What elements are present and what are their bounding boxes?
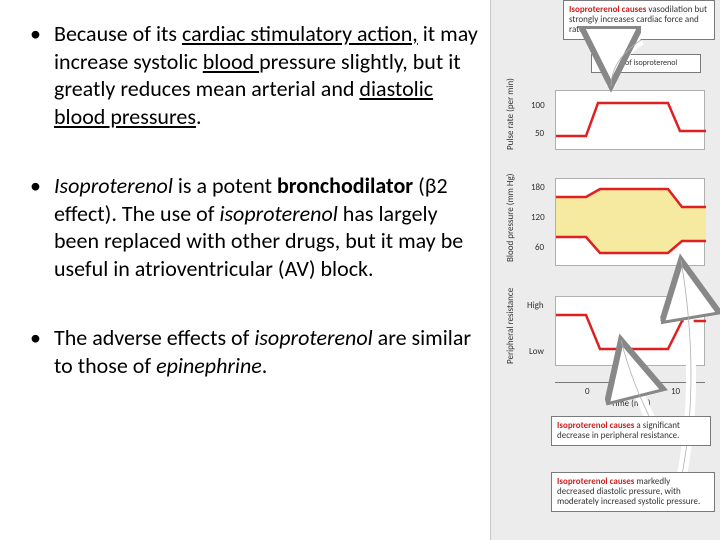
pulse-axis-label: Pulse rate (per min): [505, 78, 516, 150]
t: The adverse effects of: [54, 324, 254, 351]
bullet-3: • The adverse effects of isoproterenol a…: [30, 324, 480, 379]
pulse-chart: [555, 90, 705, 150]
time-axis-line: [555, 382, 705, 383]
t: epinephrine: [156, 352, 262, 379]
resist-svg: [556, 297, 706, 367]
pulse-line: [556, 103, 706, 136]
bullet-dot: •: [30, 172, 54, 282]
time-tick-1: 10: [671, 386, 680, 397]
caption-mid: Isoproterenol causes a significant decre…: [551, 416, 711, 446]
resist-axis-label: Peripheral resistance: [505, 288, 516, 364]
bp-tick-1: 120: [531, 212, 545, 223]
caption-top: Isoproterenol causes vasodilation but st…: [563, 0, 715, 40]
caption-bottom: Isoproterenol causes markedly decreased …: [551, 472, 715, 512]
t: cardiac stimulatory action,: [182, 20, 418, 47]
time-label: Time (min): [611, 398, 651, 409]
infusion-label: Infusion of isoproterenol: [597, 58, 677, 68]
bullet-dot: •: [30, 324, 54, 379]
resist-tick-0: High: [527, 300, 544, 311]
pulse-svg: [556, 91, 706, 151]
t: isoproterenol: [254, 324, 372, 351]
t: .: [196, 103, 202, 130]
t: blood: [203, 48, 259, 75]
infusion-label-box: Infusion of isoproterenol: [591, 54, 701, 73]
resist-line: [556, 315, 706, 349]
pulse-tick-1: 50: [535, 128, 544, 139]
bullet-2: • Isoproterenol is a potent bronchodilat…: [30, 172, 480, 282]
bullet-dot: •: [30, 20, 54, 130]
resist-chart: [555, 296, 705, 366]
resist-tick-1: Low: [529, 346, 544, 357]
t: Because of its: [54, 20, 182, 47]
bp-band: [556, 189, 706, 253]
t: bronchodilator: [277, 172, 413, 199]
arrows-svg: [491, 0, 720, 540]
time-tick-0: 0: [585, 386, 590, 397]
bullet-1-text: Because of its cardiac stimulatory actio…: [54, 20, 480, 130]
bullet-3-text: The adverse effects of isoproterenol are…: [54, 324, 480, 379]
figure-column: Isoproterenol causes vasodilation but st…: [490, 0, 720, 540]
bp-tick-2: 60: [535, 242, 544, 253]
t: Isoproterenol: [54, 172, 173, 199]
bullet-2-text: Isoproterenol is a potent bronchodilator…: [54, 172, 480, 282]
t: is a potent: [173, 172, 277, 199]
bp-chart: [555, 178, 705, 266]
bp-axis-label: Blood pressure (mm Hg): [505, 174, 516, 262]
t: isoproterenol: [219, 200, 337, 227]
bp-tick-0: 180: [531, 182, 545, 193]
bullet-1: • Because of its cardiac stimulatory act…: [30, 20, 480, 130]
t: .: [262, 352, 268, 379]
bp-svg: [556, 179, 706, 267]
text-column: • Because of its cardiac stimulatory act…: [0, 0, 490, 540]
pulse-tick-0: 100: [531, 100, 545, 111]
